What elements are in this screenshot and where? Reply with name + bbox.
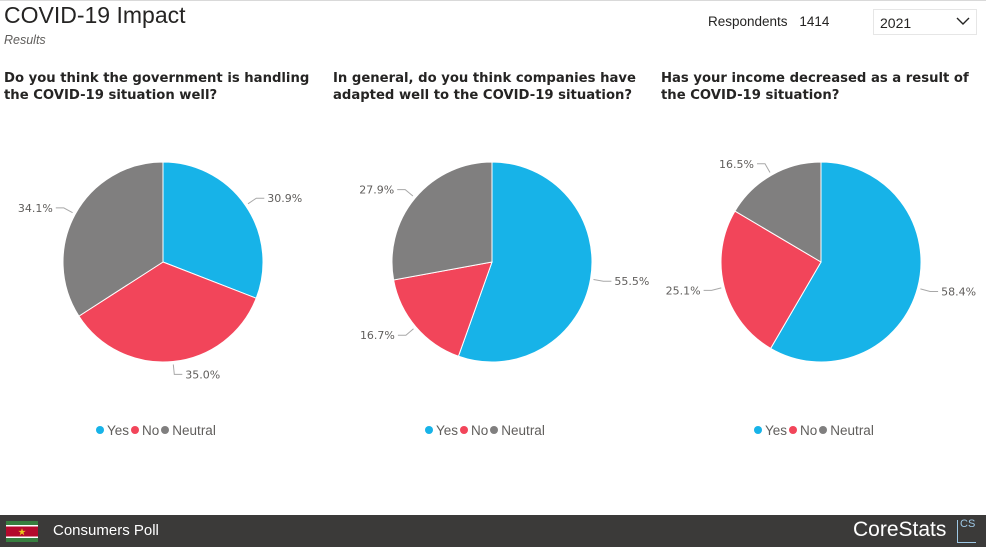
chart-3-label-neutral: 16.5% [719, 158, 754, 171]
chart-3-legend-item-no[interactable]: No [789, 423, 817, 438]
pie-charts-canvas: 30.9% 35.0% 34.1% 55.5% 16.7% 27.9% 58.4% 25.1%… [18, 158, 976, 382]
brand-name: CoreStats [853, 518, 947, 541]
respondents-card: Respondents 1414 [708, 14, 829, 29]
legend-dot-icon [789, 426, 798, 435]
chart-1-label-no: 35.0% [185, 368, 220, 381]
chart-2-label-no: 16.7% [360, 329, 395, 342]
chart-1-leader-no [172, 364, 183, 375]
chart-1-leader-neutral [55, 207, 73, 214]
chart-1-question: Do you think the government is handling … [4, 71, 310, 103]
chart-3-leader-yes [920, 288, 939, 292]
page-title: COVID-19 Impact [4, 2, 186, 28]
chart-2-legend-item-no[interactable]: No [460, 423, 488, 438]
chart-1-leader-yes [247, 197, 265, 205]
chart-2-slice-yes[interactable] [457, 161, 593, 363]
legend-dot-icon [425, 426, 433, 435]
chart-2-slice-no[interactable] [393, 261, 493, 357]
year-slicer-dropdown[interactable]: 2021 [873, 9, 977, 35]
footer-bar: Consumers Poll CoreStats CS [0, 515, 986, 547]
chevron-down-icon[interactable] [956, 16, 970, 26]
chart-3-label-yes: 58.4% [941, 286, 976, 299]
chart-1-legend-item-yes[interactable]: Yes [96, 423, 129, 438]
legend-dot-icon [96, 426, 104, 435]
corestats-logo: CoreStats CS [853, 518, 976, 543]
page-subtitle: Results [4, 33, 46, 47]
chart-3-slice-neutral[interactable] [734, 161, 822, 263]
chart-2-question: In general, do you think companies have … [333, 71, 636, 103]
year-selected-value: 2021 [880, 15, 912, 31]
top-border [0, 0, 986, 1]
chart-2-leader-neutral [397, 189, 414, 197]
chart-3-slice-no[interactable] [720, 210, 822, 350]
chart-1-legend: Yes No Neutral [96, 423, 218, 438]
legend-label: No [471, 423, 489, 438]
chart-3-slice-yes[interactable] [769, 161, 922, 363]
chart-3-label-no: 25.1% [666, 284, 701, 297]
chart-1-legend-item-no[interactable]: No [131, 423, 159, 438]
chart-2-legend-item-neutral[interactable]: Neutral [490, 423, 545, 438]
legend-label: Neutral [830, 423, 874, 438]
legend-dot-icon [490, 426, 499, 435]
legend-label: Neutral [501, 423, 545, 438]
legend-label: No [142, 423, 160, 438]
chart-2-label-neutral: 27.9% [359, 184, 394, 197]
suriname-flag-icon [6, 521, 38, 542]
chart-3-leader-neutral [757, 163, 771, 173]
legend-dot-icon [161, 426, 170, 435]
chart-2-legend-item-yes[interactable]: Yes [425, 423, 458, 438]
brand-mark-frame [957, 520, 976, 543]
legend-label: Neutral [172, 423, 216, 438]
brand-mark: CS [960, 518, 976, 530]
respondents-label: Respondents [708, 14, 788, 29]
legend-dot-icon [131, 426, 140, 435]
legend-label: Yes [436, 423, 459, 438]
chart-1-label-neutral: 34.1% [18, 202, 53, 215]
chart-3-legend: Yes No Neutral [754, 423, 876, 438]
chart-2-legend: Yes No Neutral [425, 423, 547, 438]
chart-2-slice-neutral[interactable] [391, 161, 493, 281]
legend-label: Yes [765, 423, 788, 438]
chart-3-legend-item-neutral[interactable]: Neutral [819, 423, 874, 438]
chart-1-slice-neutral[interactable] [62, 161, 164, 317]
chart-1-legend-item-neutral[interactable]: Neutral [161, 423, 216, 438]
legend-label: Yes [107, 423, 130, 438]
chart-1-label-yes: 30.9% [267, 192, 302, 205]
chart-2-leader-yes [593, 279, 612, 282]
chart-2-label-yes: 55.5% [614, 275, 649, 288]
legend-dot-icon [754, 426, 762, 435]
legend-dot-icon [819, 426, 828, 435]
chart-1-slice-no[interactable] [78, 261, 257, 363]
chart-1-slice-yes[interactable] [162, 161, 264, 299]
chart-3-question: Has your income decreased as a result of… [661, 71, 969, 103]
legend-dot-icon [460, 426, 469, 435]
footer-poll-label: Consumers Poll [53, 522, 159, 539]
chart-2-leader-no [397, 328, 414, 336]
chart-3-leader-no [703, 287, 722, 291]
legend-label: No [800, 423, 818, 438]
chart-3-legend-item-yes[interactable]: Yes [754, 423, 787, 438]
respondents-value: 1414 [799, 14, 830, 29]
